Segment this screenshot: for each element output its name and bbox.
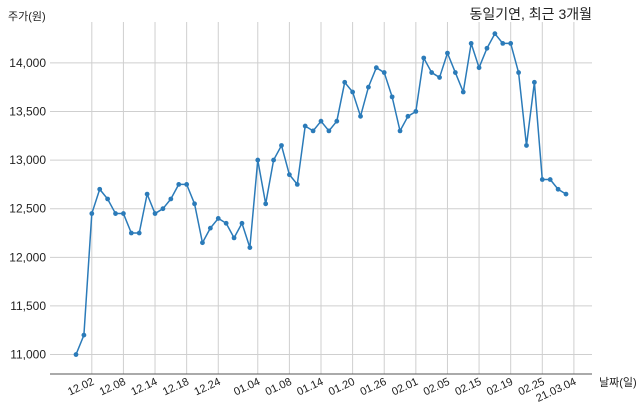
data-point — [539, 177, 545, 182]
y-axis-label: 주가(원) — [8, 10, 46, 23]
data-point — [97, 186, 103, 192]
data-point — [397, 128, 403, 134]
y-tick-label: 11,500 — [10, 299, 46, 313]
data-point — [405, 113, 411, 119]
data-point — [500, 40, 506, 46]
data-point — [350, 89, 356, 95]
data-point — [160, 206, 166, 212]
grid — [50, 22, 592, 374]
y-tick-label: 13,000 — [9, 153, 46, 167]
data-point — [437, 75, 442, 80]
y-tick-label: 12,000 — [9, 250, 46, 264]
y-tick-label: 14,000 — [9, 56, 46, 70]
chart-title: 동일기연, 최근 3개월 — [470, 6, 593, 22]
data-point — [421, 55, 427, 61]
data-point — [547, 177, 553, 182]
x-tick-labels: 12.02 12.08 12.14 12.18 12.24 01.04 01.08 01.14… — [66, 376, 578, 405]
x-tick-label: 01.20 — [327, 376, 357, 399]
data-point — [492, 31, 498, 37]
data-point — [531, 79, 537, 85]
x-tick-label: 12.14 — [129, 376, 159, 399]
data-point — [105, 196, 111, 202]
x-tick-label: 01.14 — [295, 376, 325, 399]
data-point — [413, 109, 419, 114]
data-point — [144, 191, 150, 197]
x-tick-label: 12.08 — [98, 376, 128, 399]
y-tick-label: 11,000 — [10, 348, 46, 362]
data-point — [176, 181, 182, 187]
x-tick-label: 01.04 — [232, 376, 262, 399]
data-point — [460, 89, 466, 95]
data-point — [563, 191, 569, 197]
data-point — [207, 225, 213, 231]
data-point — [318, 118, 324, 124]
x-tick-label: 12.24 — [193, 376, 223, 399]
data-point — [200, 240, 205, 246]
data-point — [342, 79, 348, 85]
data-point — [476, 65, 482, 71]
data-point — [524, 143, 529, 148]
data-point — [508, 40, 514, 46]
data-point — [73, 352, 79, 357]
x-tick-label: 02.05 — [422, 376, 452, 399]
data-point — [389, 94, 395, 100]
data-point — [366, 84, 371, 90]
data-point — [310, 128, 316, 134]
data-point — [358, 113, 363, 119]
data-point — [223, 220, 229, 226]
data-point — [271, 157, 276, 163]
data-point — [294, 181, 300, 187]
data-point — [484, 45, 490, 51]
y-tick-label: 13,500 — [9, 104, 46, 118]
data-point — [302, 123, 308, 129]
x-axis-label: 날짜(일) — [599, 375, 637, 389]
data-point — [286, 172, 292, 178]
data-point — [326, 128, 332, 134]
y-tick-label: 12,500 — [9, 202, 46, 216]
x-tick-label: 12.18 — [161, 376, 191, 399]
data-point — [89, 211, 95, 216]
price-series — [73, 31, 569, 357]
data-point — [128, 230, 134, 236]
x-tick-label: 02.01 — [390, 376, 420, 399]
data-point — [452, 70, 458, 75]
data-point — [121, 211, 126, 216]
data-point — [239, 220, 245, 226]
data-point — [184, 181, 190, 187]
x-tick-label: 01.08 — [264, 376, 294, 399]
data-point — [555, 186, 561, 192]
data-point — [468, 40, 474, 46]
x-tick-label: 02.15 — [453, 376, 483, 399]
data-point — [136, 230, 142, 236]
data-point — [516, 70, 521, 75]
data-point — [445, 50, 450, 56]
data-point — [152, 211, 158, 216]
data-point — [215, 216, 221, 221]
data-point — [279, 143, 284, 148]
y-tick-labels: 11,000 11,500 12,000 12,500 13,000 13,500 14,0… — [9, 56, 46, 362]
data-point — [192, 201, 197, 207]
data-point — [113, 211, 118, 216]
data-point — [429, 70, 435, 75]
data-point — [168, 196, 174, 202]
x-tick-label: 12.02 — [66, 376, 96, 399]
x-tick-label: 01.26 — [358, 376, 388, 399]
data-point — [247, 245, 253, 250]
data-point — [255, 157, 261, 163]
data-point — [81, 332, 87, 338]
data-point — [231, 235, 237, 241]
data-point — [334, 118, 340, 124]
data-point — [381, 70, 387, 75]
data-point — [263, 201, 269, 207]
x-tick-label: 02.19 — [485, 376, 515, 399]
data-point — [373, 65, 379, 71]
